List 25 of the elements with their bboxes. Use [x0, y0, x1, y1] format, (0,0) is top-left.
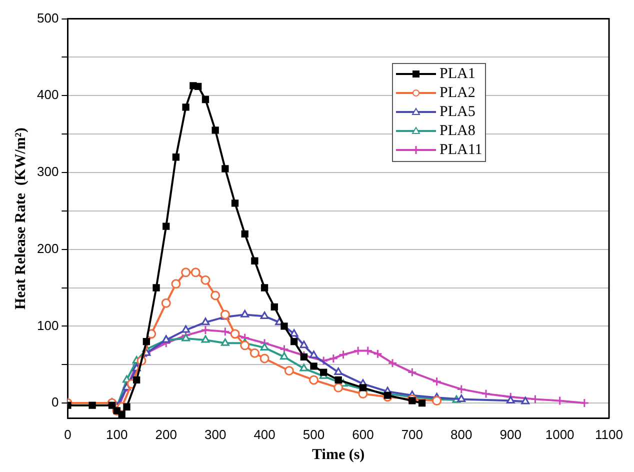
legend-label: PLA8 [439, 122, 476, 141]
x-tick-label: 800 [450, 426, 472, 442]
y-axis-title: Heat Release Rate (KW/m²) [12, 128, 29, 310]
x-tick-label: 500 [302, 426, 325, 442]
legend-label: PLA1 [439, 64, 476, 84]
x-axis-title: Time (s) [312, 446, 365, 463]
x-tick-label: 1000 [545, 426, 574, 442]
legend-label: PLA2 [439, 84, 476, 103]
x-tick-label: 200 [155, 426, 177, 442]
legend-label: PLA11 [439, 140, 482, 160]
y-tick-label: 500 [36, 10, 59, 26]
x-tick-label: 1100 [595, 426, 624, 442]
y-tick-label: 100 [36, 318, 59, 333]
x-tick-label: 400 [254, 426, 276, 442]
y-tick-label: 0 [51, 394, 59, 410]
x-tick-label: 700 [401, 426, 424, 442]
y-tick-label: 300 [36, 164, 59, 180]
x-tick-label: 100 [106, 426, 128, 442]
y-tick-label: 400 [36, 87, 59, 102]
x-tick-label: 0 [64, 426, 72, 442]
legend-label: PLA5 [439, 102, 476, 122]
y-tick-label: 200 [36, 240, 59, 256]
x-tick-label: 600 [352, 426, 374, 442]
x-tick-label: 900 [500, 426, 522, 442]
x-tick-label: 300 [204, 426, 226, 442]
